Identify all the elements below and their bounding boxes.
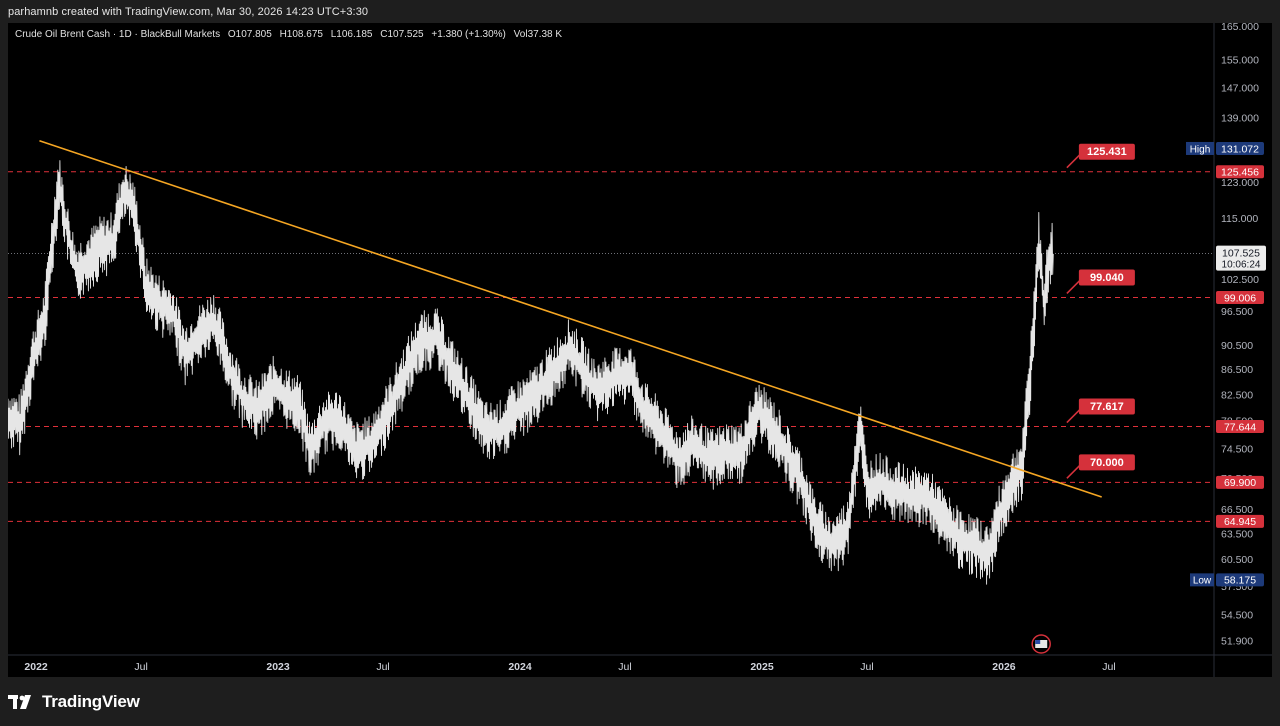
callout-box	[1078, 269, 1135, 286]
us-flag-icon	[1035, 640, 1048, 648]
price-tick-label: 86.500	[1221, 364, 1253, 376]
price-tick-label: 155.000	[1221, 54, 1259, 66]
price-tick-label: 63.500	[1221, 528, 1253, 540]
tradingview-logo-icon	[8, 695, 31, 709]
price-tick-label: 165.000	[1221, 23, 1259, 33]
level-price-tag	[1216, 420, 1264, 434]
price-tick-label: 96.500	[1221, 306, 1253, 318]
brand-footer: TradingView	[8, 692, 140, 712]
chart-area[interactable]: 165.000 155.000 147.000 139.000 123.000 115.0…	[8, 23, 1272, 677]
legend-close: C107.525	[380, 29, 424, 40]
level-price-label: 77.644	[1224, 421, 1256, 433]
price-tick-label: 54.500	[1221, 610, 1253, 622]
time-tick-label: Jul	[860, 661, 873, 673]
time-tick-label: 2023	[266, 661, 290, 673]
price-tick-label: 60.500	[1221, 554, 1253, 566]
chart-caption: parhamnb created with TradingView.com, M…	[8, 6, 369, 18]
callout-label: 70.000	[1090, 457, 1124, 469]
flag-canton-icon	[1035, 640, 1041, 644]
legend-change: +1.380 (+1.30%)	[431, 29, 506, 40]
level-price-tag	[1216, 165, 1264, 179]
symbol-legend: Crude Oil Brent Cash · 1D · BlackBull Ma…	[15, 29, 567, 40]
level-price-tag	[1216, 290, 1264, 304]
callout-pointer	[1066, 407, 1082, 424]
price-tick-label: 90.500	[1221, 340, 1253, 352]
level-price-label: 64.945	[1224, 516, 1256, 528]
high-tag-label: High	[1190, 144, 1211, 155]
time-tick-label: Jul	[376, 661, 389, 673]
legend-high: H108.675	[279, 29, 323, 40]
time-tick-label: 2024	[508, 661, 532, 673]
price-tick-label: 115.000	[1221, 213, 1258, 225]
time-tick-label: Jul	[618, 661, 631, 673]
brand-name: TradingView	[42, 692, 140, 711]
time-tick-label: Jul	[1102, 661, 1115, 673]
time-tick-label: 2025	[750, 661, 774, 673]
callout-label: 125.431	[1087, 146, 1127, 158]
countdown-label: 10:06:24	[1222, 260, 1261, 271]
price-tick-label: 139.000	[1221, 112, 1259, 124]
level-price-label: 125.456	[1221, 167, 1259, 179]
time-tick-label: 2022	[24, 661, 48, 673]
price-tick-label: 51.900	[1221, 635, 1253, 647]
high-price-label: 131.072	[1221, 143, 1259, 155]
callout-box	[1078, 143, 1135, 160]
price-chart[interactable]: 165.000 155.000 147.000 139.000 123.000 115.0…	[8, 23, 1272, 677]
callout-label: 99.040	[1090, 272, 1124, 284]
high-price-tag	[1216, 141, 1264, 155]
callout-box	[1078, 398, 1135, 415]
time-tick-label: Jul	[134, 661, 147, 673]
level-price-tag	[1216, 475, 1264, 489]
descending-trendline	[39, 139, 1102, 498]
callout-pointer	[1066, 463, 1082, 479]
low-tag-label: Low	[1193, 576, 1212, 587]
price-tick-label: 74.500	[1221, 444, 1253, 456]
last-price-tag	[1216, 245, 1266, 271]
low-price-tag	[1216, 573, 1264, 587]
level-price-label: 69.900	[1224, 477, 1256, 489]
price-tick-label: 66.500	[1221, 504, 1253, 516]
time-tick-label: 2026	[992, 661, 1016, 673]
price-tick-label: 102.500	[1221, 274, 1259, 286]
legend-open: O107.805	[227, 29, 272, 40]
level-price-label: 99.006	[1224, 292, 1256, 304]
price-tick-label: 147.000	[1221, 83, 1259, 95]
legend-low: L106.185	[330, 29, 373, 40]
price-tick-label: 123.000	[1221, 177, 1259, 189]
low-price-label: 58.175	[1224, 575, 1256, 587]
callout-pointer	[1066, 153, 1082, 169]
low-tag-box	[1190, 573, 1214, 587]
price-series-line	[8, 160, 1054, 585]
last-price-label: 107.525	[1222, 248, 1260, 260]
level-price-tag	[1216, 514, 1264, 528]
price-tick-label: 82.500	[1221, 389, 1253, 401]
legend-volume: Vol37.38 K	[513, 29, 563, 40]
callout-label: 77.617	[1090, 401, 1124, 413]
high-tag-box	[1186, 141, 1214, 155]
callout-pointer	[1066, 278, 1082, 295]
callout-box	[1078, 454, 1135, 471]
legend-symbol: Crude Oil Brent Cash · 1D · BlackBull Ma…	[15, 29, 221, 40]
